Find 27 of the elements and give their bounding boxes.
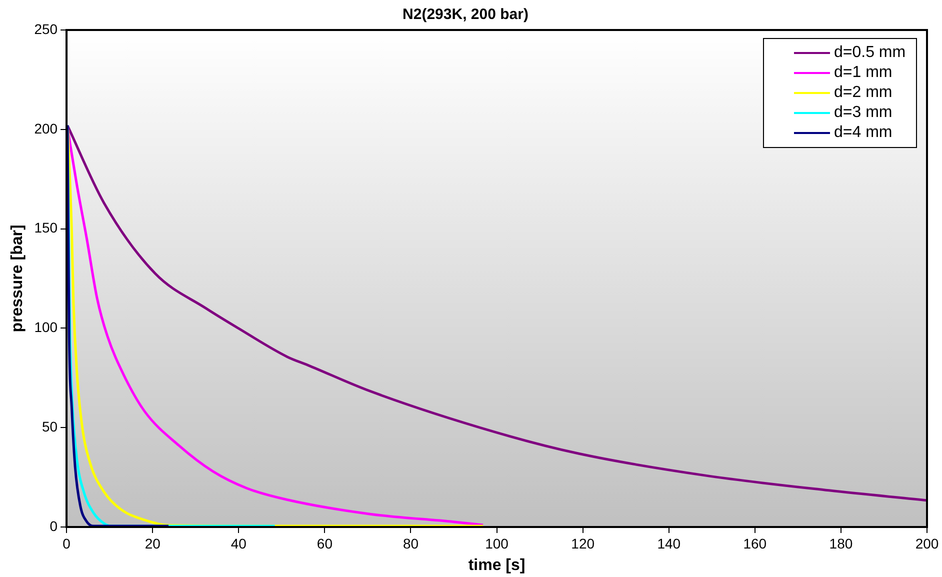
legend-label: d=4 mm — [834, 123, 892, 143]
x-tick-label: 200 — [915, 535, 939, 552]
x-tick-label: 100 — [485, 535, 509, 552]
x-tick-label: 160 — [743, 535, 767, 552]
x-tick-label: 40 — [230, 535, 247, 552]
legend-label: d=2 mm — [834, 83, 892, 103]
x-tick-label: 180 — [829, 535, 853, 552]
legend-label: d=3 mm — [834, 103, 892, 123]
y-tick-label: 200 — [34, 120, 58, 136]
y-tick-label: 0 — [50, 518, 58, 534]
x-tick-label: 0 — [62, 535, 71, 552]
y-tick-label: 100 — [34, 319, 58, 336]
x-tick-label: 20 — [144, 535, 161, 552]
x-tick-label: 80 — [402, 535, 419, 552]
line-series — [66, 124, 170, 527]
y-axis-title: pressure [bar] — [9, 224, 26, 332]
y-tick-label: 150 — [34, 220, 58, 236]
line-series — [66, 124, 927, 502]
legend-label: d=1 mm — [834, 63, 892, 83]
x-tick-label: 140 — [657, 535, 681, 552]
x-tick-label: 120 — [571, 535, 595, 552]
y-tick-label: 50 — [42, 418, 58, 434]
y-tick-label: 250 — [34, 20, 58, 37]
legend-label: d=0.5 mm — [834, 43, 906, 63]
x-tick-label: 60 — [316, 535, 333, 552]
chart-title: N2(293K, 200 bar) — [402, 6, 528, 24]
x-axis-title: time [s] — [468, 556, 526, 574]
